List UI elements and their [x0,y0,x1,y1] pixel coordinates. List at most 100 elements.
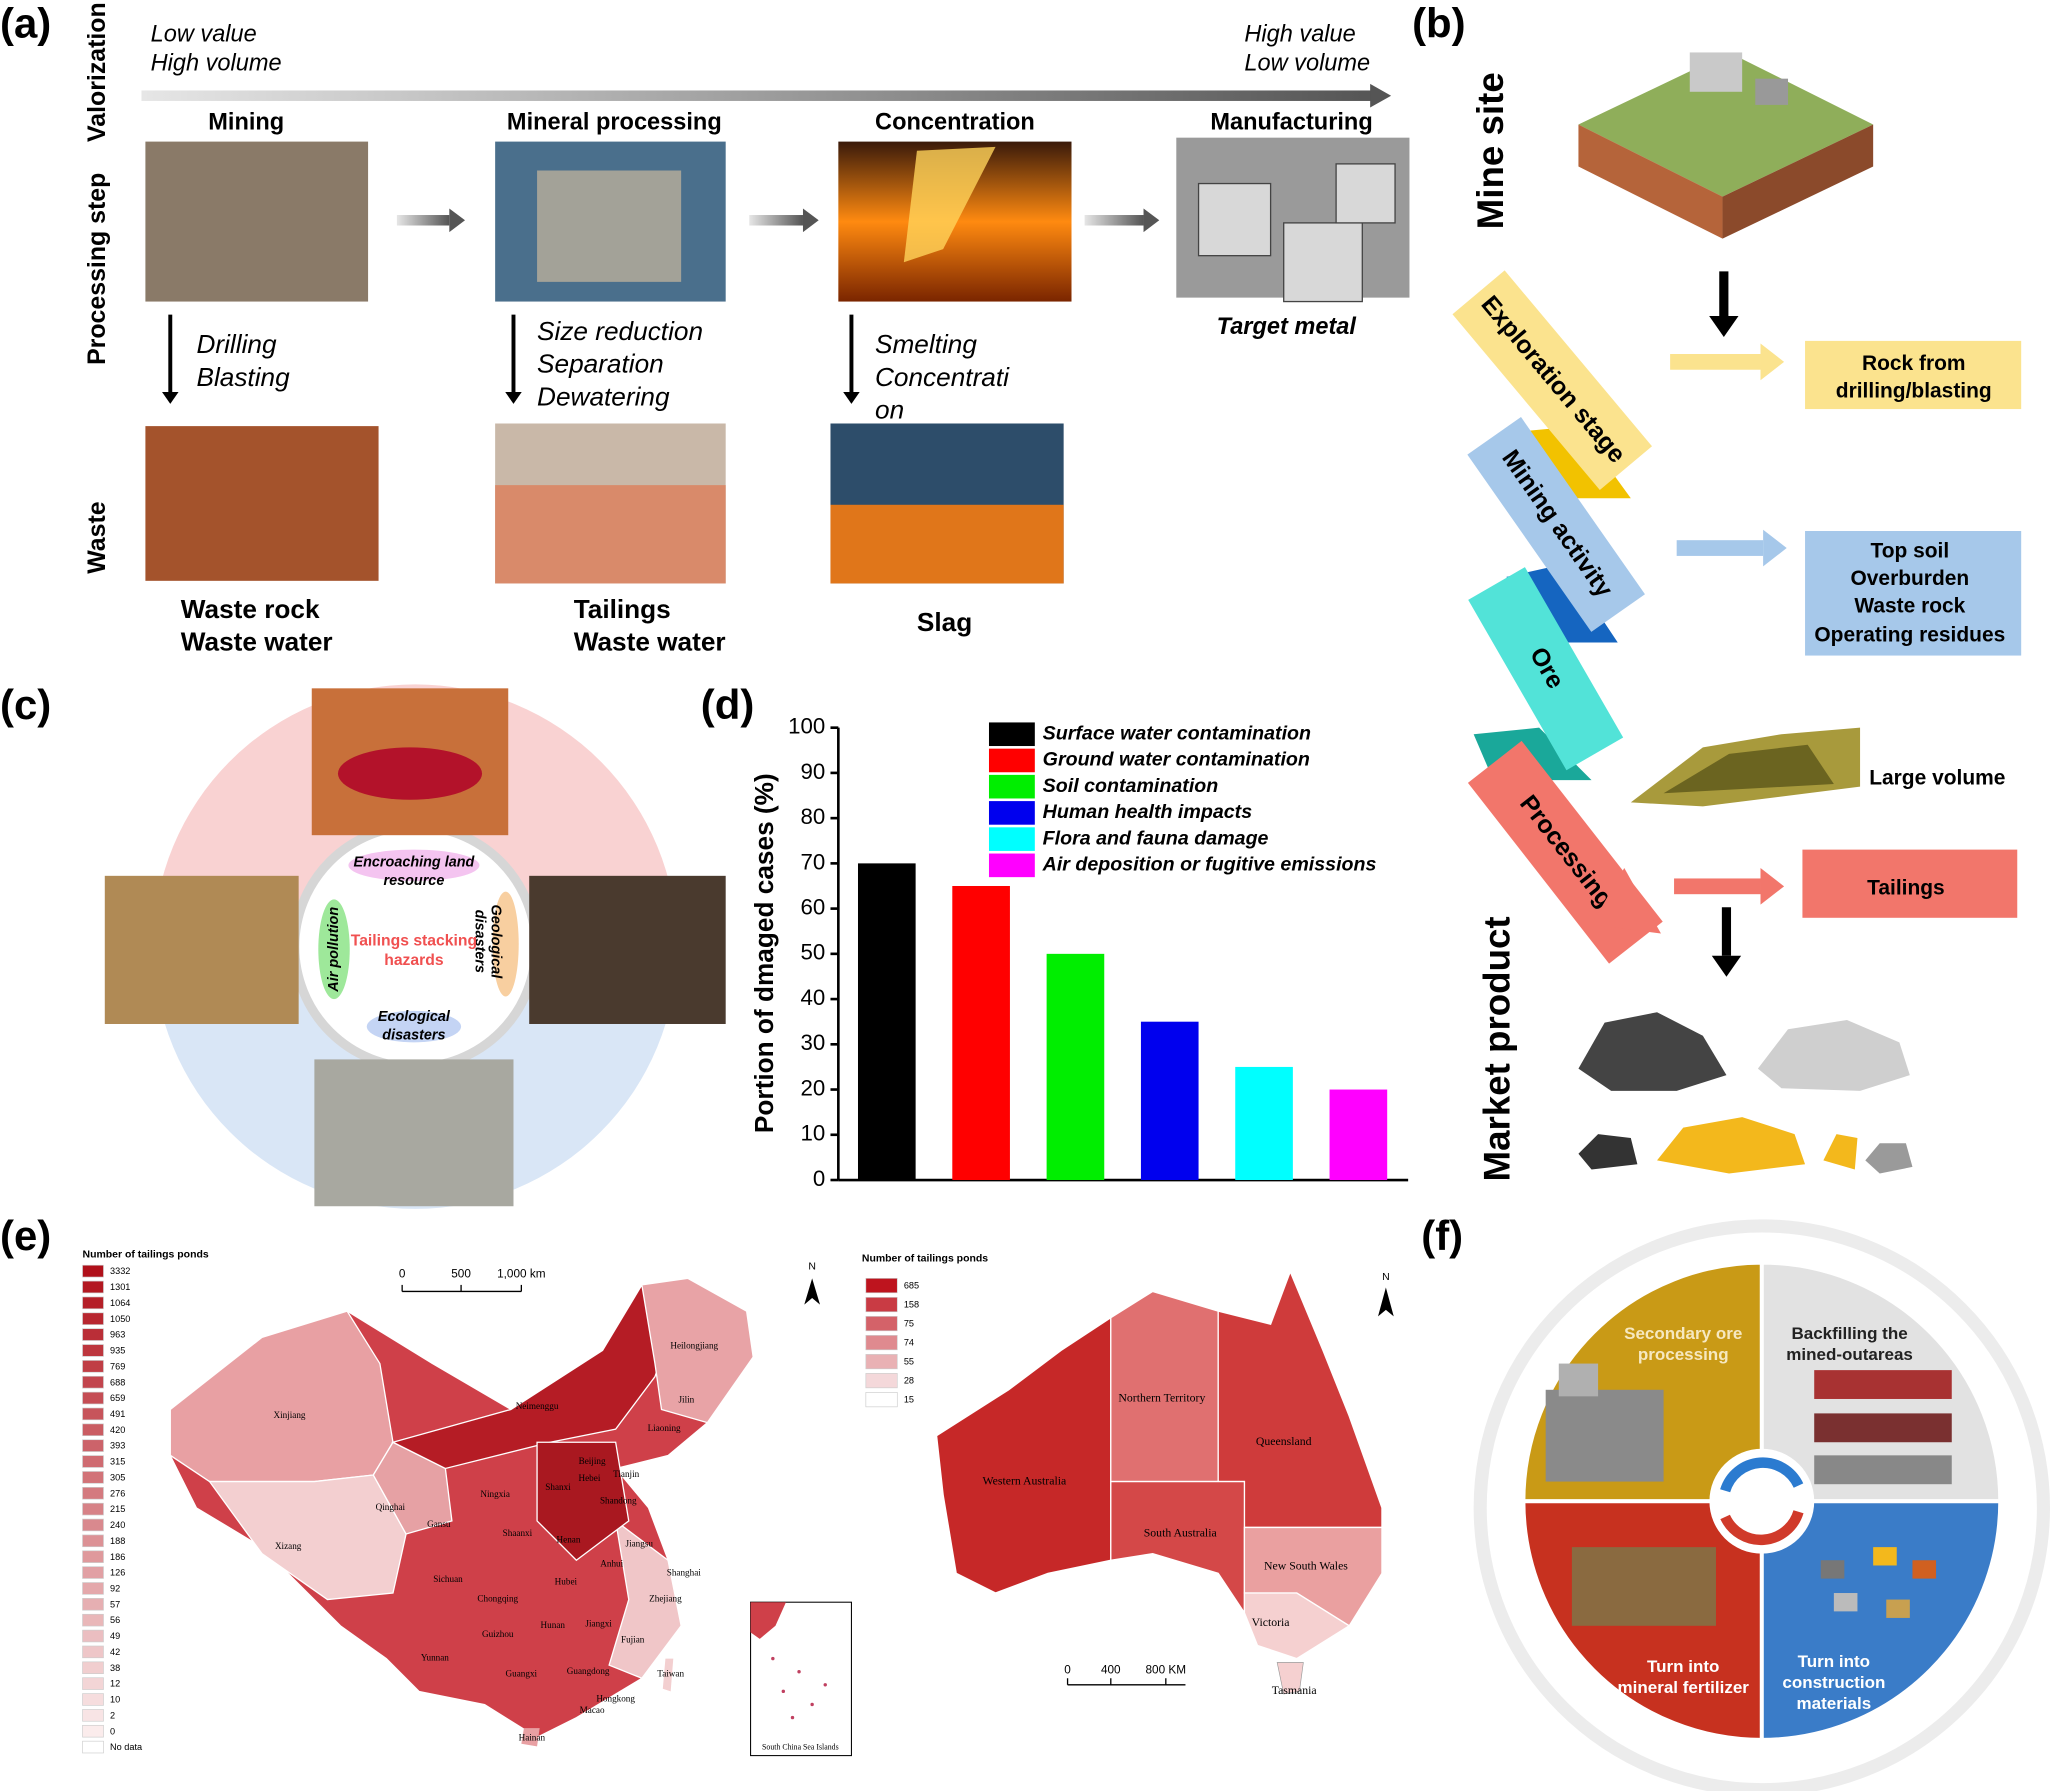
y-tick-label: 100 [788,714,825,739]
hazard-text: Encroaching land [354,855,476,871]
legend-swatch [82,1375,104,1389]
map-region [521,1728,540,1747]
hazard-text: disasters [472,910,488,973]
legend-swatch [82,1487,104,1500]
scale-label: 1,000 km [497,1268,546,1281]
output-text: Tailings [1867,876,1945,899]
region-label: South Australia [1144,1526,1218,1540]
region-label: Beijing [579,1456,606,1466]
down-arrow-head [1709,315,1739,337]
legend-swatch [82,1613,104,1627]
legend-swatch [988,827,1035,851]
hazard-mark [492,891,519,997]
mine-side [1722,124,1874,239]
quadrant-text: mined-outareas [1786,1345,1913,1364]
legend-label: 42 [110,1647,120,1657]
action-text: Separation [537,349,664,379]
legend-swatch [82,1344,104,1357]
legend-label: 769 [110,1361,125,1371]
step-arrow-head [1143,208,1160,233]
ribbon: Ore [1468,567,1624,771]
legend-swatch [82,1582,104,1595]
step-arrow [1084,215,1144,226]
legend-swatch [988,801,1035,825]
legend-swatch [82,1629,104,1643]
photo [104,875,299,1024]
output-text: Waste rock [1854,595,1965,618]
action-text: Drilling [196,329,276,359]
region-label: Xizang [275,1541,302,1551]
region-label: Hubei [555,1577,578,1587]
ribbon-band [1452,270,1653,491]
side-title: Market product [1477,916,1518,1181]
legend-swatch [82,1645,104,1659]
panel-label: (b) [1412,0,1466,46]
photo [145,426,379,581]
island [810,1702,814,1707]
region-label: Hebei [579,1473,601,1483]
waste-text: Waste water [574,627,726,657]
panel-label: (e) [0,1212,51,1259]
mine-top [1578,52,1874,197]
legend-label: 38 [110,1663,120,1673]
legend-swatch [82,1312,104,1325]
legend-swatch [82,1661,104,1674]
quadrant-text: mineral fertilizer [1618,1678,1750,1697]
region-label: Shaanxi [503,1528,533,1538]
material [1833,1593,1858,1612]
mine-side [1578,124,1723,239]
region-label: Macao [580,1705,605,1715]
region-label: Victoria [1252,1615,1291,1629]
legend-swatch [82,1264,104,1278]
legend-label: 75 [904,1319,914,1329]
hazard-mark [348,849,480,882]
legend-label: 963 [110,1330,125,1340]
step-title: Concentration [875,108,1035,134]
panel-label: (c) [0,681,51,728]
legend-swatch [988,774,1035,799]
hazard-mark [318,899,350,1000]
legend-swatch [82,1598,104,1611]
step-title: Mineral processing [507,108,722,134]
quadrant-text: Secondary ore [1624,1324,1742,1343]
quadrant-text: Turn into [1798,1652,1870,1671]
panel-label: (d) [701,681,755,728]
legend-label: 12 [110,1679,120,1689]
legend-label: 393 [110,1441,125,1451]
plant [1545,1389,1664,1482]
panel-label: (f) [1421,1212,1463,1259]
photo [1571,1547,1716,1626]
legend-swatch [82,1391,104,1405]
legend-swatch [82,1724,104,1738]
valorization-arrow [141,90,1373,101]
output-arrow-head [1760,343,1785,381]
quadrant-text: construction [1782,1673,1885,1692]
map-region [169,1310,394,1483]
island [790,1715,795,1720]
material [1820,1560,1845,1579]
region-label: Guangxi [506,1668,538,1678]
action-text: Smelting [875,329,977,359]
legend-label: 56 [110,1615,120,1625]
rock [1578,1134,1638,1170]
rock [1578,1012,1727,1091]
waste-text: Waste water [181,627,333,657]
legend-label: 659 [110,1393,125,1403]
photo-detail [337,747,483,800]
recycle-arrow [1720,1457,1804,1493]
photo [314,1059,514,1207]
legend-label: 1301 [110,1282,130,1292]
region-label: Hongkong [596,1693,635,1703]
legend-swatch [988,722,1035,747]
region-label: Jilin [679,1394,695,1404]
y-tick-label: 0 [813,1166,825,1191]
region-label: Shanxi [545,1482,571,1492]
photo [145,141,369,302]
region-label: Henan [557,1535,581,1545]
north-arrow [804,1278,820,1305]
legend-swatch [82,1455,104,1468]
waste-text: Waste rock [181,594,320,624]
region-label: New South Wales [1264,1558,1348,1572]
legend-label: 305 [110,1472,125,1482]
